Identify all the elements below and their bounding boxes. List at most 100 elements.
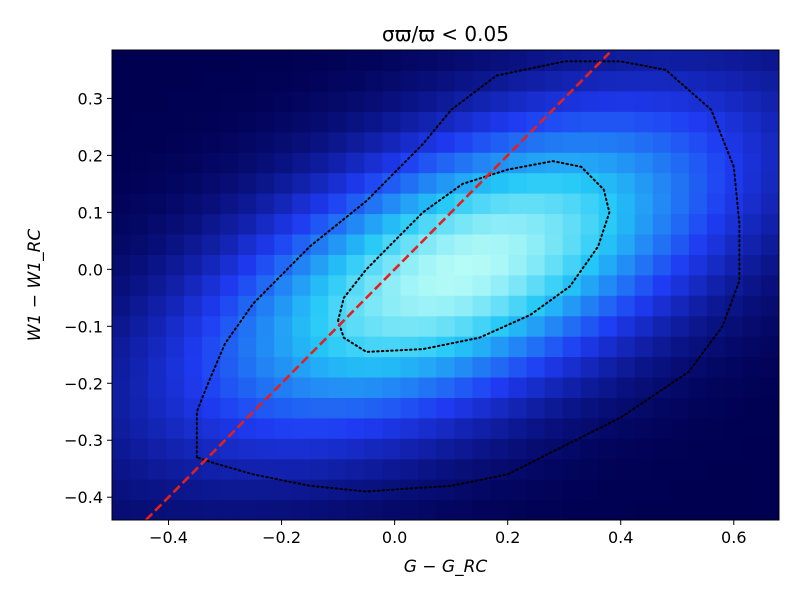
heatmap-cell	[130, 397, 149, 419]
heatmap-cell	[256, 417, 275, 439]
heatmap-cell	[508, 315, 528, 337]
heatmap-cell	[760, 356, 779, 378]
heatmap-cell	[184, 417, 203, 439]
x-axis-label: G − G_RC	[404, 557, 488, 577]
outer-contour	[195, 60, 741, 493]
heatmap-cell	[472, 499, 492, 520]
heatmap-cell	[472, 50, 492, 72]
heatmap-cell	[454, 152, 474, 174]
heatmap-cell	[724, 172, 744, 194]
heatmap-cell	[598, 458, 618, 480]
heatmap-cell	[562, 479, 582, 501]
y-tick-label: 0.1	[78, 203, 103, 222]
heatmap-cell	[634, 131, 654, 153]
heatmap-cell	[670, 274, 690, 296]
heatmap-cell	[688, 70, 708, 92]
heatmap-cell	[346, 90, 365, 112]
heatmap-cell	[328, 458, 347, 480]
heatmap-cell	[724, 111, 744, 133]
heatmap-cell	[436, 152, 456, 174]
heatmap-cell	[634, 376, 654, 398]
heatmap-cell	[598, 295, 618, 317]
heatmap-cell	[274, 315, 293, 337]
heatmap-cell	[436, 274, 456, 296]
heatmap-cell	[382, 274, 402, 296]
heatmap-cell	[328, 376, 347, 398]
heatmap-cell	[364, 336, 384, 358]
heatmap-cell	[274, 356, 293, 378]
heatmap-cell	[652, 376, 672, 398]
heatmap-cell	[202, 152, 221, 174]
heatmap-cell	[238, 438, 257, 460]
heatmap-cell	[490, 376, 510, 398]
heatmap-cell	[742, 213, 762, 235]
heatmap-cell	[112, 417, 131, 439]
heatmap-cell	[634, 356, 654, 378]
heatmap-cell	[292, 458, 311, 480]
heatmap-cell	[130, 499, 149, 520]
heatmap-cell	[544, 50, 564, 72]
heatmap-cell	[292, 111, 311, 133]
heatmap-cell	[706, 479, 726, 501]
heatmap-cell	[292, 131, 311, 153]
heatmap-cell	[508, 90, 528, 112]
heatmap-cell	[688, 438, 708, 460]
heatmap-cell	[166, 50, 185, 72]
heatmap-cell	[292, 233, 311, 255]
heatmap-cell	[724, 131, 744, 153]
heatmap-cell	[652, 274, 672, 296]
heatmap-cell	[400, 70, 420, 92]
heatmap-cell	[580, 356, 600, 378]
heatmap-cell	[238, 274, 257, 296]
heatmap-cell	[364, 111, 384, 133]
heatmap-cell	[742, 193, 762, 215]
heatmap-cell	[256, 50, 275, 72]
heatmap-cell	[382, 152, 402, 174]
heatmap-cell	[292, 274, 311, 296]
heatmap-cell	[544, 131, 564, 153]
heatmap-cell	[238, 213, 257, 235]
heatmap-cell	[238, 479, 257, 501]
heatmap-cell	[130, 315, 149, 337]
heatmap-cell	[112, 172, 131, 194]
y-axis-label: W1 − W1_RC	[25, 229, 45, 342]
heatmap-cell	[166, 233, 185, 255]
heatmap-cell	[364, 356, 384, 378]
heatmap-cell	[454, 111, 474, 133]
heatmap-cell	[634, 274, 654, 296]
heatmap-cell	[382, 458, 402, 480]
heatmap-cell	[148, 70, 167, 92]
heatmap-cell	[472, 295, 492, 317]
heatmap-cell	[508, 172, 528, 194]
heatmap-cell	[310, 458, 329, 480]
heatmap-cell	[508, 499, 528, 520]
heatmap-cell	[706, 356, 726, 378]
heatmap-cell	[364, 274, 384, 296]
heatmap-cell	[364, 458, 384, 480]
heatmap-cell	[706, 213, 726, 235]
heatmap-cell	[202, 172, 221, 194]
heatmap-cell	[652, 479, 672, 501]
heatmap-cell	[112, 397, 131, 419]
heatmap-cell	[652, 254, 672, 276]
heatmap-cell	[418, 111, 438, 133]
heatmap-cell	[292, 193, 311, 215]
heatmap-cell	[418, 356, 438, 378]
heatmap-cell	[652, 295, 672, 317]
heatmap-cell	[598, 131, 618, 153]
heatmap-cell	[724, 356, 744, 378]
heatmap-cell	[256, 193, 275, 215]
heatmap-cell	[670, 499, 690, 520]
heatmap-cell	[526, 172, 546, 194]
heatmap-cell	[184, 356, 203, 378]
heatmap-cell	[454, 356, 474, 378]
heatmap-cell	[760, 172, 779, 194]
heatmap-cell	[598, 397, 618, 419]
heatmap-cell	[364, 479, 384, 501]
heatmap-cell	[346, 274, 365, 296]
heatmap-cell	[238, 152, 257, 174]
heatmap-cell	[508, 111, 528, 133]
heatmap-cell	[616, 458, 636, 480]
heatmap-cell	[274, 376, 293, 398]
heatmap-cell	[472, 356, 492, 378]
